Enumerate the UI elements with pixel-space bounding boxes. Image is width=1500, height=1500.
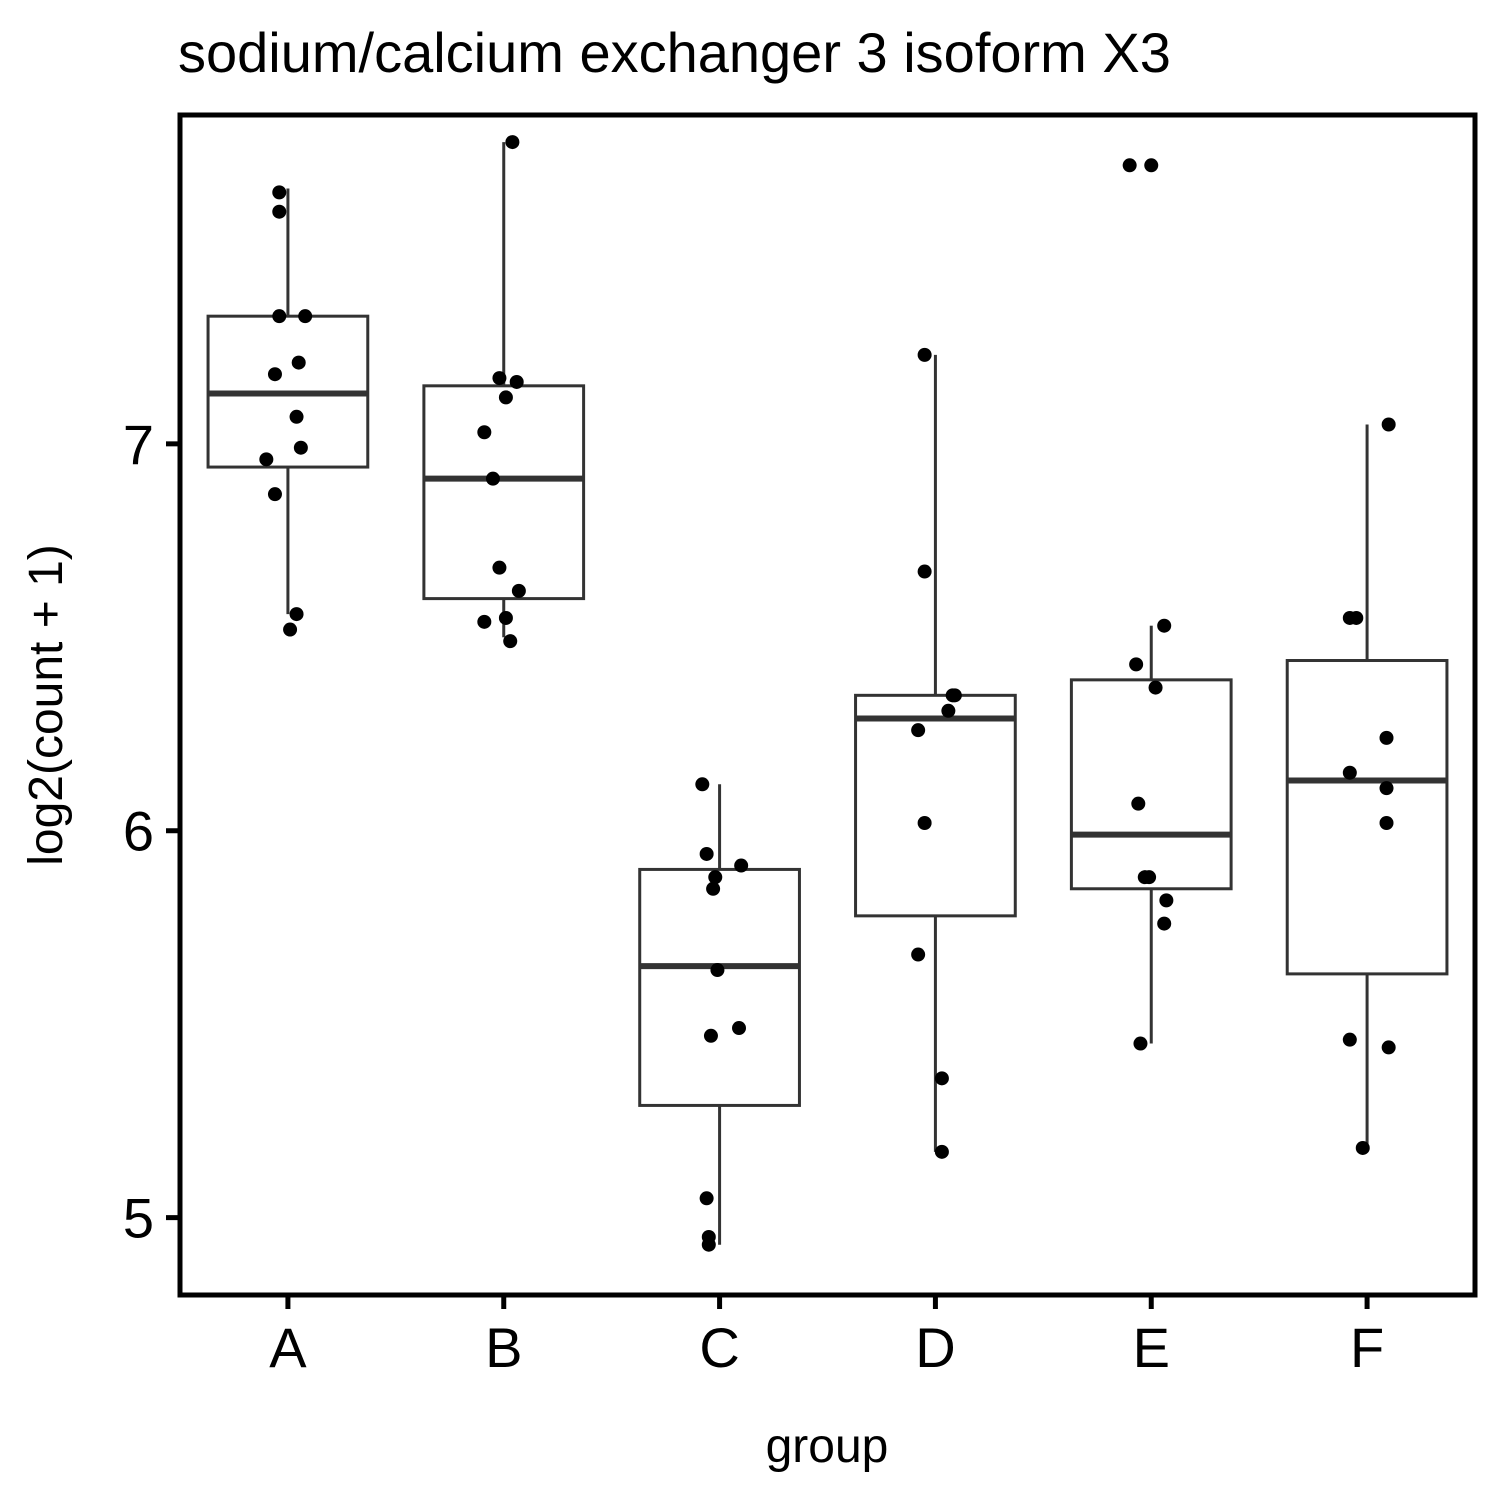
- data-points: [259, 135, 1396, 1252]
- box: [638, 867, 801, 1107]
- data-point: [947, 688, 962, 703]
- x-axis: A B C D E F: [269, 1295, 1384, 1379]
- data-point: [1379, 816, 1394, 830]
- data-point: [1381, 1040, 1396, 1055]
- data-point: [289, 607, 304, 622]
- data-point: [272, 204, 287, 219]
- data-point: [485, 471, 500, 486]
- data-point: [1122, 158, 1137, 173]
- data-point: [267, 367, 282, 382]
- box-group-e: [1069, 625, 1233, 1044]
- x-tick-label: E: [1133, 1316, 1170, 1379]
- data-point: [911, 947, 926, 962]
- data-point: [283, 622, 298, 637]
- data-point: [934, 1144, 949, 1159]
- box: [854, 693, 1017, 918]
- data-point: [477, 614, 492, 629]
- data-point: [734, 858, 749, 873]
- data-point: [498, 610, 513, 625]
- data-point: [699, 1191, 714, 1206]
- y-axis-title: log2(count + 1): [20, 544, 73, 866]
- data-point: [695, 777, 710, 792]
- data-point: [1157, 618, 1172, 633]
- data-point: [1342, 1032, 1357, 1047]
- data-point: [291, 355, 306, 370]
- x-tick-label: F: [1350, 1316, 1384, 1379]
- data-point: [732, 1021, 747, 1036]
- data-point: [699, 846, 714, 861]
- data-point: [911, 723, 926, 738]
- data-point: [701, 1237, 716, 1252]
- data-point: [1131, 796, 1146, 811]
- data-point: [710, 963, 725, 978]
- box: [1069, 678, 1233, 891]
- data-point: [505, 135, 520, 150]
- data-point: [298, 309, 313, 324]
- x-tick-label: D: [915, 1316, 955, 1379]
- data-point: [1379, 781, 1394, 796]
- data-point: [1355, 1140, 1370, 1155]
- y-tick-label: 7: [123, 413, 154, 476]
- data-point: [1157, 916, 1172, 931]
- data-point: [1381, 417, 1396, 432]
- plot-area: [206, 135, 1449, 1252]
- data-point: [941, 703, 956, 718]
- x-axis-title: group: [766, 1420, 889, 1473]
- data-point: [703, 1028, 718, 1043]
- data-point: [492, 560, 507, 575]
- data-point: [503, 634, 518, 649]
- data-point: [708, 870, 723, 885]
- y-axis: 5 6 7: [123, 413, 180, 1250]
- data-point: [1342, 765, 1357, 780]
- data-point: [1137, 870, 1152, 885]
- data-point: [917, 564, 932, 579]
- data-point: [1144, 158, 1159, 173]
- data-point: [1379, 730, 1394, 745]
- data-point: [917, 816, 932, 830]
- data-point: [289, 409, 304, 424]
- data-point: [509, 374, 524, 389]
- data-point: [706, 881, 721, 896]
- data-point: [934, 1071, 949, 1086]
- x-tick-label: C: [699, 1316, 739, 1379]
- chart-title: sodium/calcium exchanger 3 isoform X3: [178, 21, 1171, 84]
- data-point: [917, 347, 932, 362]
- x-tick-label: A: [269, 1316, 307, 1379]
- data-point: [259, 452, 274, 467]
- box-group-f: [1285, 424, 1449, 1148]
- data-point: [267, 487, 282, 502]
- data-point: [1129, 657, 1144, 672]
- box-group-d: [854, 354, 1017, 1152]
- y-tick-label: 5: [123, 1187, 154, 1250]
- data-point: [1159, 893, 1174, 908]
- data-point: [477, 425, 492, 440]
- data-point: [498, 390, 513, 405]
- data-point: [272, 185, 287, 200]
- data-point: [1148, 680, 1163, 695]
- data-point: [511, 583, 526, 598]
- box-group-c: [638, 784, 801, 1245]
- data-point: [492, 371, 507, 386]
- data-point: [1349, 610, 1364, 625]
- plot-border: [177, 112, 1478, 1298]
- data-point: [293, 440, 308, 455]
- box-group-a: [206, 188, 370, 615]
- box: [1285, 659, 1449, 976]
- data-point: [272, 309, 287, 324]
- x-tick-label: B: [485, 1316, 522, 1379]
- y-tick-label: 6: [123, 800, 154, 863]
- data-point: [1133, 1036, 1148, 1051]
